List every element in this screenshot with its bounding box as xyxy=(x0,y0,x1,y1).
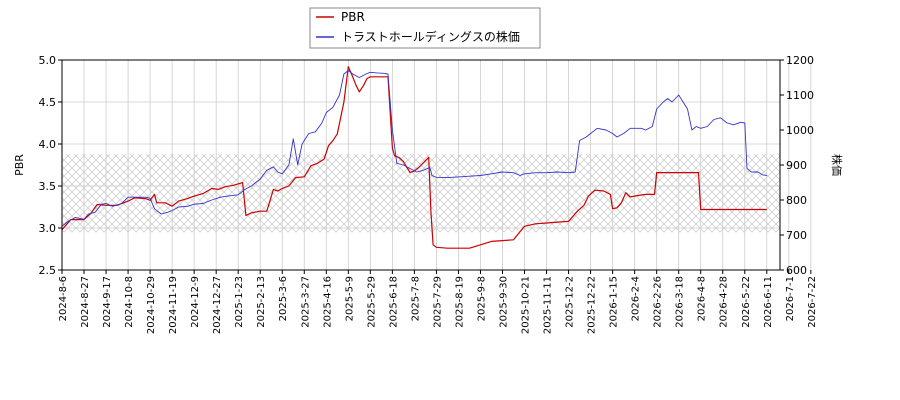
y-axis-left: 2.5 3.0 3.5 4.0 4.5 5.0 xyxy=(39,54,62,277)
y-right-tick-label: 900 xyxy=(786,159,807,172)
y-left-tick-label: 4.0 xyxy=(39,138,57,151)
x-tick-label: 2026-1-15 xyxy=(609,276,620,328)
y-right-tick-label: 1100 xyxy=(786,89,814,102)
y-right-tick-label: 1000 xyxy=(786,124,814,137)
y-left-tick-label: 4.5 xyxy=(39,96,57,109)
x-tick-label: 2025-7-8 xyxy=(410,276,421,321)
x-tick-label: 2025-9-30 xyxy=(498,276,509,328)
x-tick-label: 2026-2-4 xyxy=(631,276,642,321)
y-left-tick-label: 2.5 xyxy=(39,264,57,277)
y-axis-right: 600 700 800 900 1000 1100 1200 xyxy=(780,54,814,277)
y-axis-left-label: PBR xyxy=(13,154,26,176)
x-tick-label: 2024-10-29 xyxy=(146,276,157,334)
x-tick-label: 2024-9-17 xyxy=(102,276,113,328)
y-axis-right-label: 株価 xyxy=(830,154,844,176)
x-tick-label: 2025-2-13 xyxy=(256,276,267,328)
legend-label-price: トラストホールディングスの株価 xyxy=(341,29,520,44)
x-tick-label: 2025-7-29 xyxy=(432,276,443,328)
x-tick-label: 2025-6-18 xyxy=(388,276,399,328)
x-tick-label: 2024-12-9 xyxy=(190,276,201,328)
x-tick-label: 2026-6-11 xyxy=(763,276,774,328)
x-tick-label: 2025-5-29 xyxy=(366,276,377,328)
x-tick-label: 2026-3-18 xyxy=(675,276,686,328)
y-left-tick-label: 3.0 xyxy=(39,222,57,235)
reference-band xyxy=(62,154,780,233)
x-tick-label: 2024-10-8 xyxy=(124,276,135,328)
x-tick-label: 2025-4-16 xyxy=(322,276,333,328)
x-tick-label: 2025-1-23 xyxy=(234,276,245,328)
x-tick-label: 2025-9-8 xyxy=(476,276,487,321)
series-layer xyxy=(62,66,767,249)
x-tick-label: 2026-5-22 xyxy=(741,276,752,328)
x-tick-label: 2026-7-22 xyxy=(807,276,818,328)
y-left-tick-label: 3.5 xyxy=(39,180,57,193)
x-tick-label: 2024-8-6 xyxy=(58,276,69,321)
y-right-tick-label: 600 xyxy=(786,264,807,277)
x-tick-label: 2025-12-22 xyxy=(587,276,598,334)
legend-label-pbr: PBR xyxy=(341,10,365,24)
y-right-tick-label: 700 xyxy=(786,229,807,242)
y-left-tick-label: 5.0 xyxy=(39,54,57,67)
y-right-tick-label: 1200 xyxy=(786,54,814,67)
x-tick-label: 2024-11-19 xyxy=(168,276,179,334)
x-tick-label: 2025-3-27 xyxy=(300,276,311,328)
x-tick-label: 2026-4-28 xyxy=(719,276,730,328)
x-tick-label: 2026-4-8 xyxy=(697,276,708,321)
x-tick-label: 2024-12-27 xyxy=(212,276,223,334)
x-tick-label: 2025-12-2 xyxy=(565,276,576,328)
y-right-tick-label: 800 xyxy=(786,194,807,207)
x-tick-label: 2025-11-11 xyxy=(543,276,554,334)
x-tick-label: 2026-7-1 xyxy=(785,276,796,321)
x-axis: 2024-8-6 2024-8-27 2024-9-17 2024-10-8 2024-… xyxy=(58,270,818,334)
series-line-price xyxy=(62,70,767,227)
x-tick-label: 2026-2-26 xyxy=(653,276,664,328)
x-tick-label: 2025-10-21 xyxy=(521,276,532,334)
x-tick-label: 2025-5-9 xyxy=(344,276,355,321)
legend-box xyxy=(309,7,541,49)
x-tick-label: 2025-3-6 xyxy=(278,276,289,321)
legend: PBR トラストホールディングスの株価 xyxy=(309,7,541,49)
x-tick-label: 2024-8-27 xyxy=(80,276,91,328)
x-tick-label: 2025-8-19 xyxy=(454,276,465,328)
